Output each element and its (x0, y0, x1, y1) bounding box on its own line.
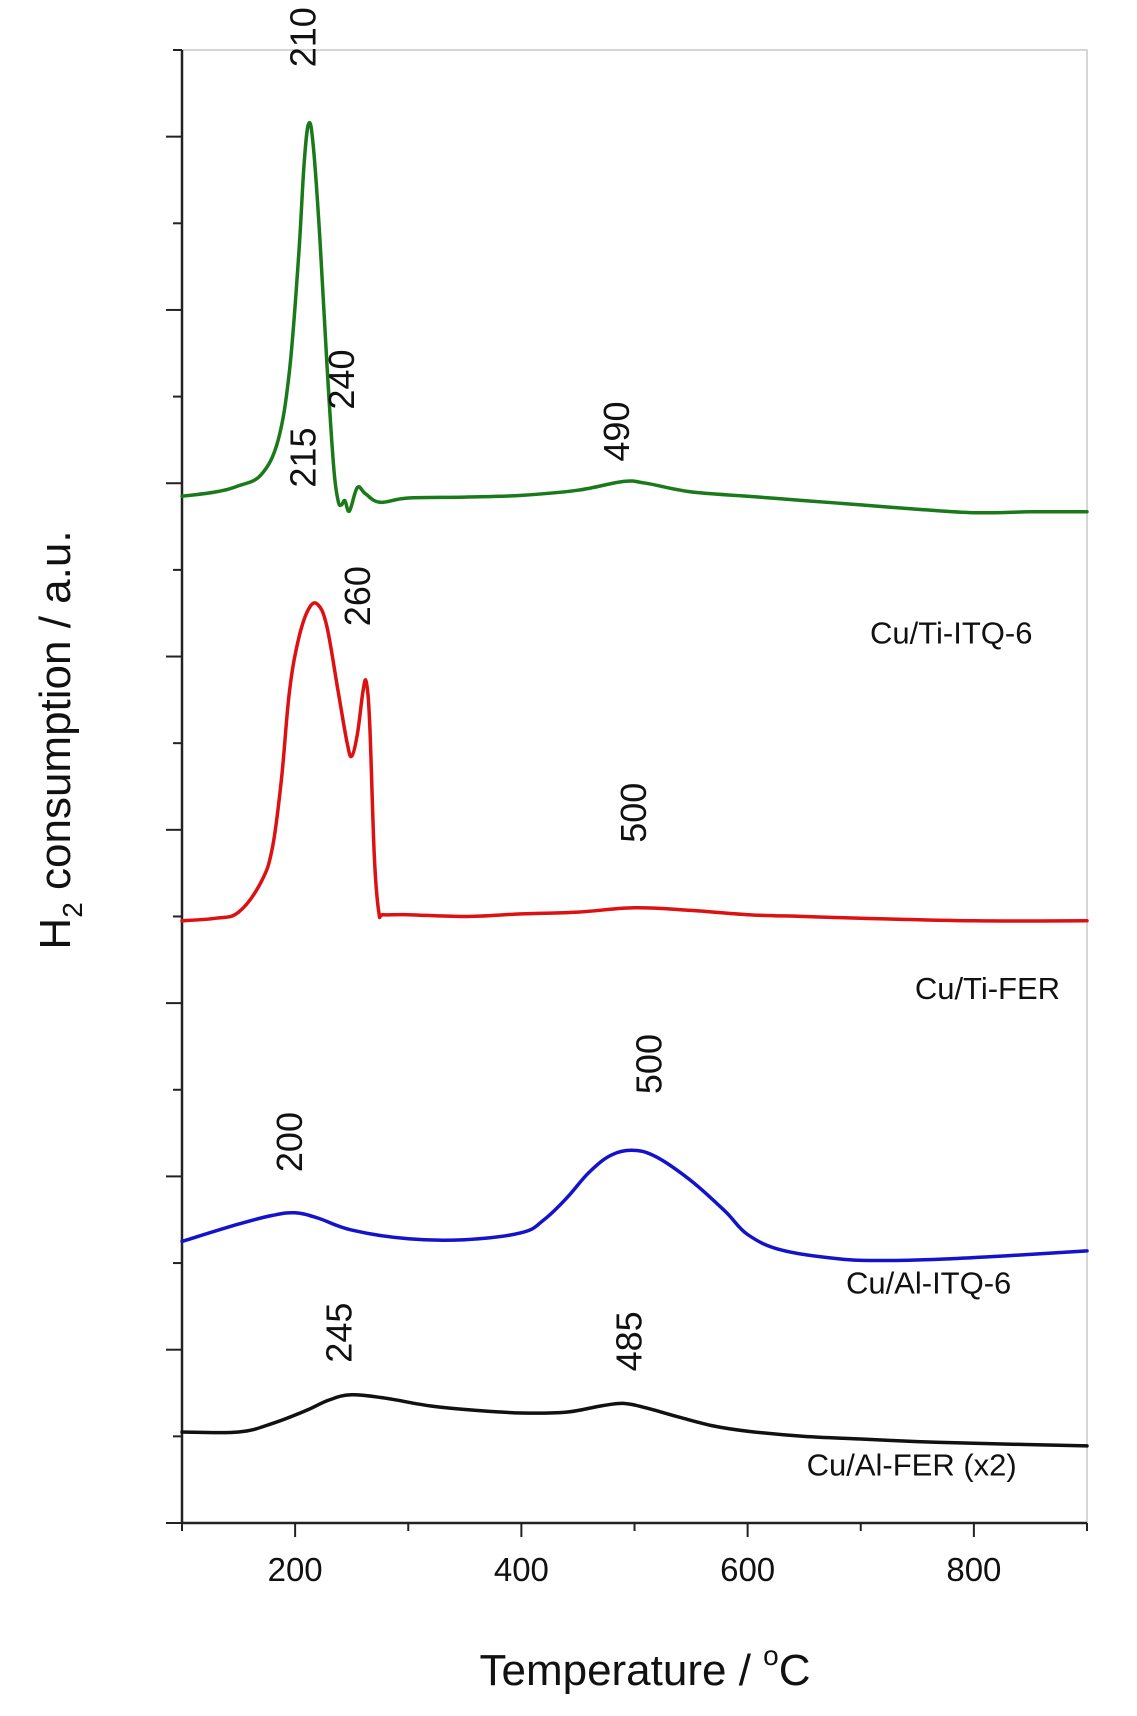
peak-label-cu-ti-fer: 215 (283, 428, 324, 488)
peak-label-cu-al-fer-x2: 245 (319, 1303, 360, 1363)
series-line-cu-ti-itq-6 (180, 121, 1089, 515)
peak-label-cu-ti-itq-6: 240 (321, 350, 362, 410)
labels-layer: Cu/Ti-ITQ-6 210 240 490 Cu/Ti-FER 215 260 500 Cu… (269, 7, 1060, 1482)
y-axis-title-sub: 2 (57, 902, 88, 918)
x-axis-title-base: Temperature / (479, 1646, 763, 1695)
peak-label-cu-ti-itq-6: 210 (283, 7, 324, 67)
peak-label-cu-ti-fer: 500 (613, 783, 654, 843)
x-axis-title-suffix: C (779, 1646, 811, 1695)
peak-label-cu-al-itq-6: 200 (269, 1112, 310, 1172)
peak-label-cu-ti-itq-6: 490 (596, 402, 637, 462)
series-line-cu-al-itq-6 (180, 1148, 1089, 1263)
x-axis-title: Temperature / oC (479, 1640, 810, 1695)
x-tick-label: 800 (946, 1551, 1001, 1588)
series-line-cu-ti-fer (180, 601, 1089, 923)
series-label-cu-al-fer-x2: Cu/Al-FER (x2) (807, 1447, 1017, 1482)
series-line-cu-al-fer-x2 (180, 1393, 1089, 1448)
series-label-cu-ti-fer: Cu/Ti-FER (915, 971, 1060, 1006)
y-axis-title: H2 consumption / a.u. (31, 530, 88, 949)
x-axis-title-sup: o (763, 1640, 779, 1671)
peak-label-cu-ti-fer: 260 (337, 566, 378, 626)
axis-ticks: 200 400 600 800 (166, 49, 1088, 1588)
peak-label-cu-al-fer-x2: 485 (608, 1311, 649, 1371)
y-axis-title-prefix: H (31, 918, 80, 950)
x-tick-label: 400 (494, 1551, 549, 1588)
series-label-cu-ti-itq-6: Cu/Ti-ITQ-6 (870, 616, 1032, 651)
x-tick-label: 200 (268, 1551, 323, 1588)
x-tick-label: 600 (720, 1551, 775, 1588)
y-axis-title-suffix: consumption / a.u. (31, 530, 80, 902)
peak-label-cu-al-itq-6: 500 (629, 1034, 670, 1094)
series-label-cu-al-itq-6: Cu/Al-ITQ-6 (846, 1265, 1011, 1300)
series-layer (180, 121, 1089, 1448)
